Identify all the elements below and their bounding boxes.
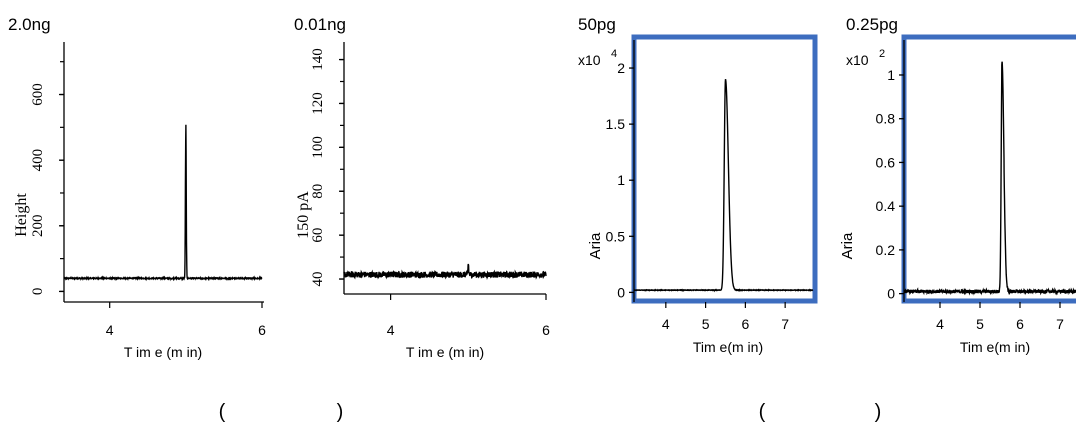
y-multiplier-label: x10	[846, 52, 869, 68]
y-axis-label: Aria	[839, 232, 856, 259]
y-tick-label: 0	[887, 286, 895, 302]
chart-title: 0.25pg	[846, 15, 898, 34]
x-tick-label: 6	[741, 316, 749, 332]
x-tick-label: 6	[258, 322, 266, 338]
y-tick-label: 0.5	[606, 228, 626, 244]
caption-parenthesis: (	[759, 401, 766, 423]
x-tick-label: 7	[781, 316, 789, 332]
y-tick-label: 80	[310, 184, 326, 199]
y-tick-label: 1	[617, 172, 625, 188]
y-tick-label: 2	[617, 60, 625, 76]
y-tick-label: 400	[30, 149, 46, 172]
chart-panel-4: 0.25pg x10 2 0 0.2 0.4 0.6 0.8 1 4 5 6 7 Aria Tim e(m …	[839, 15, 1076, 355]
caption-parenthesis: )	[337, 401, 344, 423]
y-tick-label: 0	[617, 284, 625, 300]
y-tick-label: 40	[310, 272, 326, 287]
chromatogram-trace	[343, 263, 547, 280]
x-tick-label: 7	[1056, 316, 1064, 332]
y-tick-label: 200	[30, 215, 46, 238]
x-tick-label: 5	[702, 316, 710, 332]
y-multiplier-exponent: 2	[879, 48, 885, 60]
caption-parenthesis: )	[875, 401, 882, 423]
y-tick-label: 1	[887, 67, 895, 83]
chart-panel-1: 2.0ng 0 200 400 600 4 6 Height T im e (m in)	[8, 15, 266, 360]
chromatogram-trace	[903, 61, 1076, 296]
y-tick-label: 120	[310, 92, 326, 115]
caption-parenthesis: (	[219, 401, 226, 423]
x-tick-label: 4	[106, 322, 114, 338]
x-axis-label: Tim e(m in)	[960, 339, 1030, 355]
y-axis-label: Aria	[587, 232, 604, 259]
x-tick-label: 6	[1016, 316, 1024, 332]
y-tick-label: 0.6	[876, 154, 896, 170]
chart-title: 50pg	[578, 15, 616, 34]
y-tick-label: 60	[310, 228, 326, 243]
y-tick-label: 1.5	[606, 116, 626, 132]
x-tick-label: 4	[936, 316, 944, 332]
x-tick-label: 5	[976, 316, 984, 332]
chart-title: 0.01ng	[294, 15, 346, 34]
x-axis-label: Tim e(m in)	[693, 339, 763, 355]
y-tick-label: 100	[310, 136, 326, 159]
x-axis-label: T im e (m in)	[124, 344, 202, 360]
chromatogram-trace	[63, 124, 263, 282]
highlight-frame	[901, 34, 1076, 304]
y-axis-label: Height	[13, 193, 30, 237]
y-multiplier-label: x10	[578, 52, 601, 68]
y-tick-label: 0.8	[876, 111, 896, 127]
y-tick-label: 600	[30, 83, 46, 106]
x-tick-label: 4	[387, 322, 395, 338]
x-axis-label: T im e (m in)	[406, 344, 484, 360]
x-tick-label: 6	[542, 322, 550, 338]
y-multiplier-exponent: 4	[611, 48, 617, 60]
y-tick-label: 0.4	[876, 198, 896, 214]
chart-panel-2: 0.01ng 40 60 80 100 120 140 4 6 150 pA T im e (m i…	[294, 15, 550, 360]
y-tick-label: 0.2	[876, 242, 896, 258]
y-tick-label: 140	[310, 48, 326, 71]
y-tick-label: 0	[30, 288, 46, 296]
chromatogram-trace	[633, 79, 814, 293]
chart-title: 2.0ng	[8, 15, 51, 34]
x-tick-label: 4	[662, 316, 670, 332]
y-axis-label: 150 pA	[295, 191, 312, 239]
